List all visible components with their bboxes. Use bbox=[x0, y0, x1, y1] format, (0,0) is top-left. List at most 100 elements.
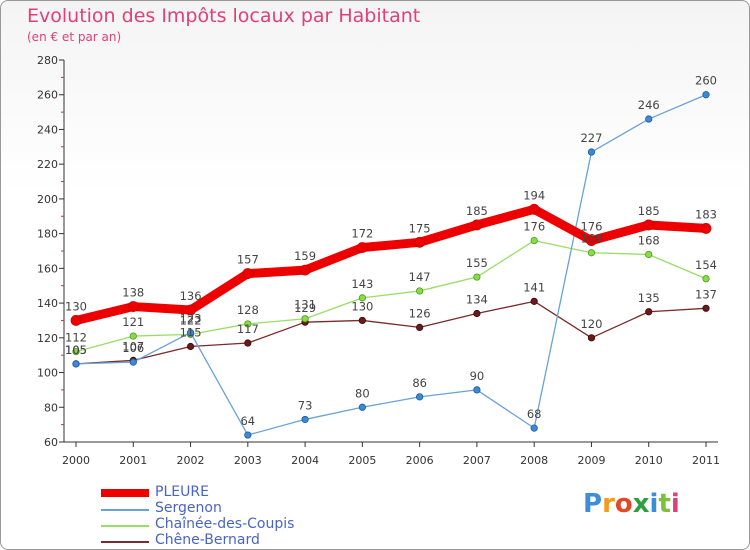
data-label: 176 bbox=[580, 220, 602, 234]
data-point bbox=[358, 403, 366, 411]
y-tick-label: 240 bbox=[37, 123, 58, 136]
y-tick-label: 280 bbox=[37, 54, 58, 67]
data-point bbox=[471, 219, 483, 231]
data-point bbox=[528, 203, 540, 215]
legend-label: PLEURE bbox=[155, 484, 209, 500]
data-label: 130 bbox=[65, 299, 87, 313]
data-point bbox=[356, 242, 368, 253]
data-label: 68 bbox=[527, 407, 542, 421]
data-label: 86 bbox=[412, 376, 427, 390]
series-line-sergenon bbox=[75, 94, 707, 436]
x-tick-label: 2010 bbox=[635, 454, 663, 467]
data-point bbox=[416, 393, 424, 401]
legend-swatch bbox=[101, 489, 149, 497]
data-label: 246 bbox=[638, 98, 660, 112]
data-label: 154 bbox=[695, 258, 717, 272]
data-point bbox=[358, 294, 366, 302]
data-point bbox=[416, 287, 424, 295]
data-label: 155 bbox=[466, 256, 488, 270]
data-point bbox=[530, 424, 538, 432]
data-label: 80 bbox=[355, 386, 370, 400]
data-label: 141 bbox=[523, 280, 545, 294]
series-line-ch-ne-bernard bbox=[75, 300, 707, 365]
data-label: 176 bbox=[523, 220, 545, 234]
data-label: 130 bbox=[351, 299, 373, 313]
data-point bbox=[587, 249, 596, 257]
chart-subtitle: (en € et par an) bbox=[27, 30, 122, 44]
data-point bbox=[645, 250, 653, 259]
y-tick-label: 220 bbox=[37, 158, 58, 171]
data-label: 194 bbox=[523, 188, 545, 202]
data-point bbox=[127, 301, 139, 312]
x-tick-label: 2000 bbox=[62, 454, 90, 467]
data-point bbox=[70, 315, 82, 326]
data-label: 183 bbox=[695, 207, 717, 221]
data-label: 90 bbox=[470, 369, 485, 383]
data-point bbox=[530, 236, 538, 245]
data-point bbox=[244, 320, 252, 328]
data-point bbox=[186, 342, 195, 351]
x-tick-label: 2005 bbox=[348, 454, 376, 467]
data-point bbox=[587, 148, 596, 156]
x-tick-label: 2004 bbox=[291, 454, 319, 467]
data-label: 128 bbox=[237, 303, 259, 317]
data-label: 185 bbox=[466, 204, 488, 218]
data-point bbox=[72, 348, 80, 356]
data-point bbox=[186, 329, 195, 337]
y-tick-label: 160 bbox=[37, 262, 58, 275]
data-label: 138 bbox=[122, 286, 144, 300]
data-point bbox=[299, 264, 311, 276]
data-label: 107 bbox=[122, 339, 144, 353]
data-label: 131 bbox=[294, 298, 316, 312]
legend-label: Sergenon bbox=[155, 500, 222, 516]
x-tick-label: 2006 bbox=[406, 454, 434, 467]
data-point bbox=[530, 297, 538, 305]
data-point bbox=[185, 304, 196, 316]
data-label: 106 bbox=[122, 341, 144, 355]
series-line-cha-n-e-des-coupis bbox=[75, 239, 707, 353]
data-label: 143 bbox=[351, 277, 373, 291]
x-tick-label: 2007 bbox=[463, 454, 491, 467]
data-label: 73 bbox=[298, 398, 313, 412]
data-label: 227 bbox=[580, 131, 602, 145]
legend-swatch bbox=[101, 509, 149, 511]
data-label: 117 bbox=[237, 322, 259, 336]
x-tick-label: 2008 bbox=[520, 454, 548, 467]
legend-swatch bbox=[101, 525, 149, 527]
data-point bbox=[242, 268, 254, 279]
data-point bbox=[700, 223, 712, 234]
x-tick-label: 2011 bbox=[692, 454, 720, 467]
y-tick-label: 60 bbox=[44, 436, 58, 449]
proxiti-logo: Proxiti bbox=[583, 489, 680, 519]
data-label: 134 bbox=[466, 293, 488, 307]
data-point bbox=[301, 415, 309, 424]
data-label: 135 bbox=[638, 291, 660, 305]
data-label: 175 bbox=[409, 221, 431, 235]
data-point bbox=[416, 323, 424, 331]
x-tick-label: 2002 bbox=[177, 454, 205, 467]
data-label: 185 bbox=[638, 204, 660, 218]
y-tick-label: 260 bbox=[37, 89, 58, 102]
series-line-pleure bbox=[71, 204, 711, 325]
data-label: 123 bbox=[180, 312, 202, 326]
data-point bbox=[72, 360, 80, 368]
data-label: 157 bbox=[237, 253, 259, 267]
data-point bbox=[473, 309, 481, 318]
y-tick-label: 140 bbox=[37, 297, 58, 310]
data-label: 64 bbox=[240, 414, 255, 428]
data-point bbox=[358, 316, 366, 325]
data-point bbox=[129, 358, 137, 366]
data-point bbox=[645, 308, 653, 316]
legend-swatch bbox=[101, 541, 149, 543]
data-point bbox=[414, 236, 426, 248]
x-tick-label: 2003 bbox=[234, 454, 262, 467]
data-label: 172 bbox=[351, 227, 373, 241]
data-point bbox=[244, 431, 252, 439]
data-point bbox=[473, 386, 481, 394]
data-label: 105 bbox=[65, 343, 87, 357]
data-label: 120 bbox=[580, 317, 602, 331]
data-point bbox=[473, 273, 481, 281]
data-point bbox=[702, 275, 710, 283]
data-label: 168 bbox=[638, 233, 660, 247]
